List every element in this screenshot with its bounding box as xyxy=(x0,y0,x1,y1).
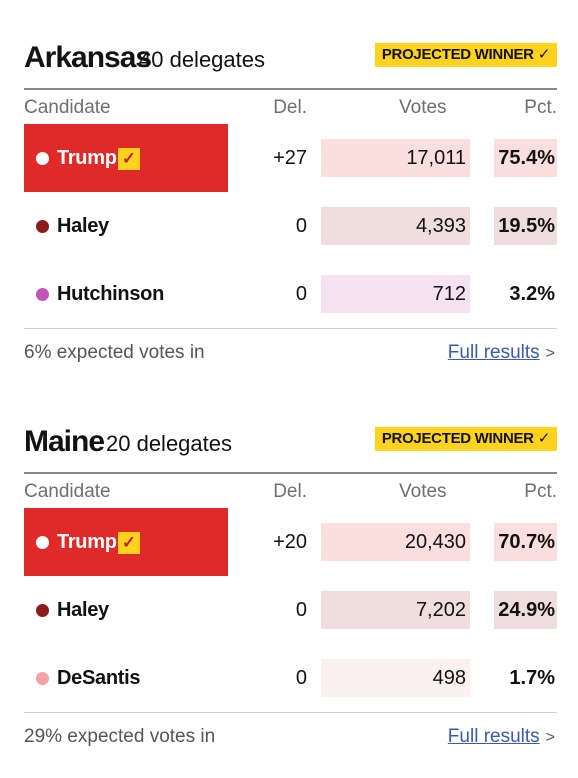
vote-count: 498 xyxy=(321,659,470,697)
candidate-cell: Haley xyxy=(24,576,228,644)
state-header: Maine 20 delegates PROJECTED WINNER ✓ xyxy=(24,424,557,472)
col-head-candidate: Candidate xyxy=(24,97,111,118)
badge-label: PROJECTED WINNER xyxy=(381,430,534,447)
badge-label: PROJECTED WINNER xyxy=(381,46,534,63)
winner-check-icon: ✓ xyxy=(118,532,140,554)
delegates-won: +27 xyxy=(273,147,307,169)
vote-pct: 19.5% xyxy=(494,207,557,245)
delegates-won: 0 xyxy=(295,667,307,689)
delegates-count: 40 delegates xyxy=(139,47,265,72)
header-divider xyxy=(24,88,557,90)
full-results-link[interactable]: Full results > xyxy=(448,724,555,751)
projected-winner-badge: PROJECTED WINNER ✓ xyxy=(374,43,557,67)
col-head-pct: Pct. xyxy=(524,481,557,502)
expected-votes: 29% expected votes in xyxy=(24,726,216,747)
vote-count: 7,202 xyxy=(321,591,470,629)
candidate-cell: Trump ✓ xyxy=(24,124,228,192)
vote-pct: 24.9% xyxy=(494,591,557,629)
header-divider xyxy=(24,472,557,474)
expected-votes: 6% expected votes in xyxy=(24,342,205,363)
check-icon: ✓ xyxy=(537,46,551,63)
state-header: Arkansas 40 delegates PROJECTED WINNER ✓ xyxy=(24,40,557,88)
candidate-row-haley: Haley 0 4,393 19.5% xyxy=(24,192,557,260)
col-head-votes: Votes xyxy=(399,97,447,118)
candidate-row-trump: Trump ✓ +20 20,430 70.7% xyxy=(24,508,557,576)
footer-divider xyxy=(24,712,557,713)
candidate-row-hutchinson: Hutchinson 0 712 3.2% xyxy=(24,260,557,328)
col-head-votes: Votes xyxy=(399,481,447,502)
candidate-row-trump: Trump ✓ +27 17,011 75.4% xyxy=(24,124,557,192)
candidate-cell: DeSantis xyxy=(24,644,228,712)
vote-pct: 75.4% xyxy=(494,139,557,177)
delegates-won: +20 xyxy=(273,531,307,553)
candidate-cell: Haley xyxy=(24,192,228,260)
vote-count: 17,011 xyxy=(321,139,470,177)
check-icon: ✓ xyxy=(537,430,551,447)
candidate-cell: Hutchinson xyxy=(24,260,228,328)
candidate-dot xyxy=(36,288,49,301)
candidate-row-desantis: DeSantis 0 498 1.7% xyxy=(24,644,557,712)
winner-check-icon: ✓ xyxy=(118,148,140,170)
full-results-label: Full results xyxy=(447,726,540,747)
candidate-name: Haley xyxy=(57,599,109,621)
state-arkansas: Arkansas 40 delegates PROJECTED WINNER ✓ … xyxy=(24,40,557,363)
candidate-cell: Trump ✓ xyxy=(24,508,228,576)
vote-pct: 1.7% xyxy=(509,667,555,689)
candidate-dot xyxy=(36,220,49,233)
candidate-name: Trump xyxy=(57,147,117,169)
full-results-link[interactable]: Full results > xyxy=(448,340,555,367)
col-head-pct: Pct. xyxy=(524,97,557,118)
candidate-dot xyxy=(36,604,49,617)
candidate-name: DeSantis xyxy=(57,667,141,689)
state-name: Maine xyxy=(24,425,105,458)
delegates-won: 0 xyxy=(295,215,307,237)
candidate-dot xyxy=(36,672,49,685)
delegates-won: 0 xyxy=(295,599,307,621)
vote-count: 20,430 xyxy=(321,523,470,561)
delegates-won: 0 xyxy=(295,283,307,305)
chevron-right-icon: > xyxy=(545,729,555,746)
state-maine: Maine 20 delegates PROJECTED WINNER ✓ Can… xyxy=(24,424,557,747)
candidate-dot xyxy=(36,536,49,549)
vote-count: 4,393 xyxy=(321,207,470,245)
vote-pct: 70.7% xyxy=(494,523,557,561)
delegates-count: 20 delegates xyxy=(106,431,232,456)
candidate-name: Trump xyxy=(57,531,117,553)
vote-count: 712 xyxy=(321,275,470,313)
projected-winner-badge: PROJECTED WINNER ✓ xyxy=(374,427,557,451)
candidate-name: Haley xyxy=(57,215,109,237)
col-head-del: Del. xyxy=(273,97,307,118)
candidate-dot xyxy=(36,152,49,165)
candidate-row-haley: Haley 0 7,202 24.9% xyxy=(24,576,557,644)
footer-divider xyxy=(24,328,557,329)
col-head-candidate: Candidate xyxy=(24,481,111,502)
full-results-label: Full results xyxy=(447,342,540,363)
col-head-del: Del. xyxy=(273,481,307,502)
state-name: Arkansas xyxy=(24,41,152,74)
candidate-name: Hutchinson xyxy=(57,283,164,305)
vote-pct: 3.2% xyxy=(509,283,555,305)
chevron-right-icon: > xyxy=(545,345,555,362)
